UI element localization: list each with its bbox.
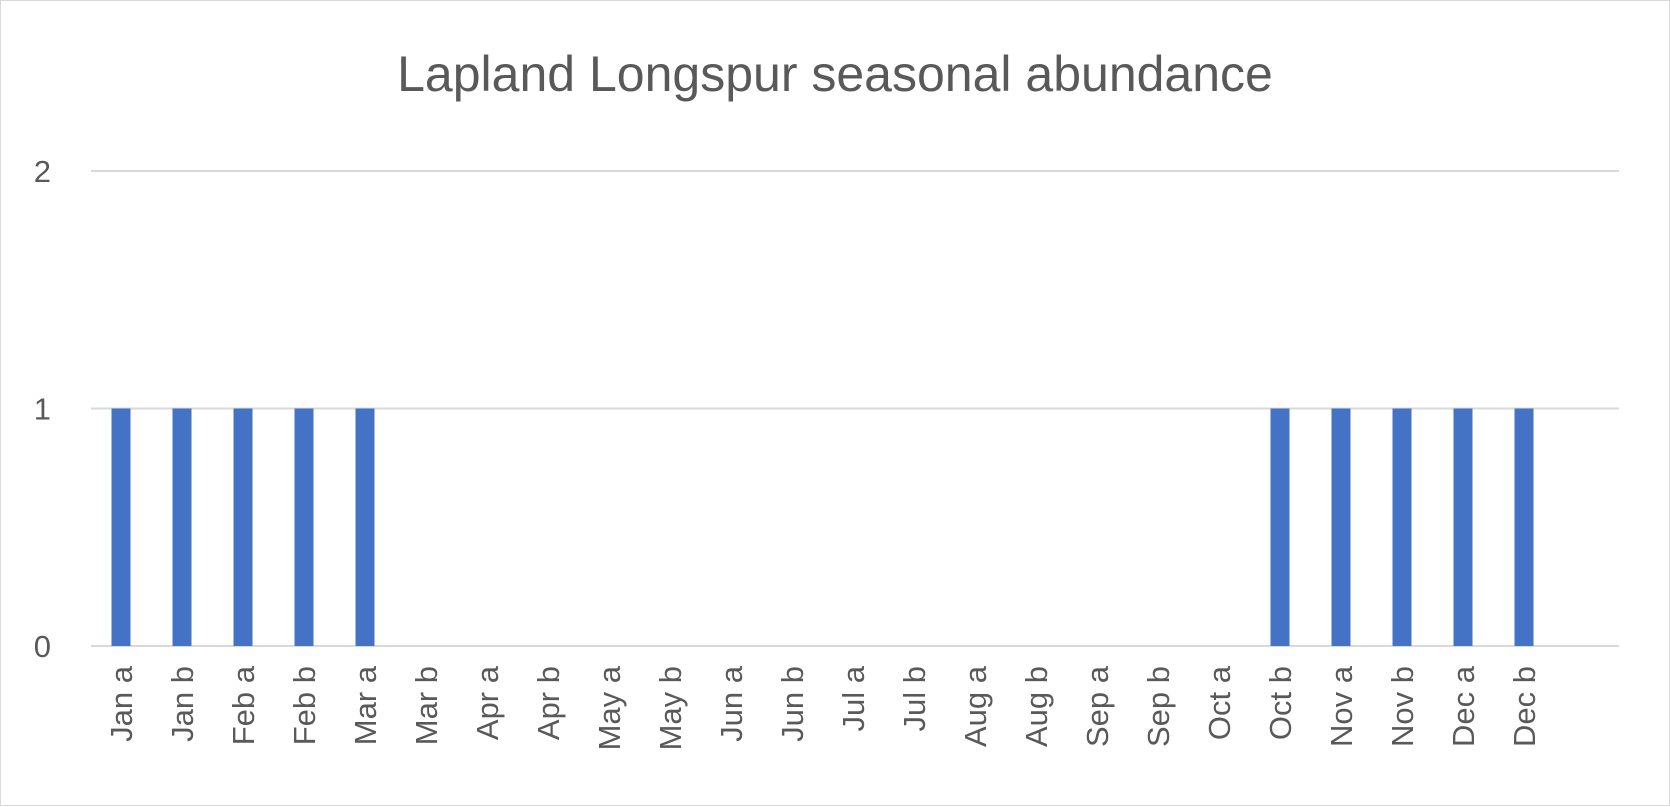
x-tick-label: Sep b — [1141, 666, 1176, 747]
bar-dec-b — [1514, 408, 1534, 646]
x-tick-label: Mar a — [348, 665, 383, 745]
x-tick-label: May b — [653, 666, 688, 750]
x-tick-label: Feb a — [226, 665, 261, 745]
x-tick-label: Sep a — [1080, 665, 1115, 747]
bar-nov-b — [1392, 408, 1412, 646]
x-tick-label: Feb b — [287, 666, 322, 745]
x-axis-ticks: Jan a Jan b Feb a Feb b Mar a Mar b Apr a Apr b… — [104, 665, 1542, 750]
bar-feb-b — [294, 408, 314, 646]
x-tick-label: Apr a — [470, 665, 505, 740]
x-tick-label: Jan a — [104, 665, 139, 742]
x-tick-label: Dec a — [1446, 665, 1481, 747]
bar-mar-a — [355, 408, 375, 646]
y-tick-label: 0 — [34, 629, 51, 664]
bar-feb-a — [233, 408, 253, 646]
x-tick-label: Jun b — [775, 666, 810, 742]
x-tick-label: Nov a — [1324, 665, 1359, 747]
x-tick-label: Jun a — [714, 665, 749, 742]
bar-nov-a — [1331, 408, 1351, 646]
y-tick-label: 2 — [34, 154, 51, 189]
gridlines — [91, 170, 1619, 647]
x-tick-label: Dec b — [1507, 666, 1542, 747]
bar-jan-b — [172, 408, 192, 646]
x-tick-label: May a — [592, 665, 627, 750]
x-tick-label: Jul b — [897, 666, 932, 731]
x-tick-label: Jul a — [836, 665, 871, 731]
x-tick-label: Oct a — [1202, 665, 1237, 740]
x-tick-label: Nov b — [1385, 666, 1420, 747]
bars — [111, 408, 1534, 646]
y-axis-ticks: 0 1 2 — [34, 154, 51, 664]
x-tick-label: Aug b — [1019, 666, 1054, 747]
bar-oct-b — [1270, 408, 1290, 646]
x-tick-label: Jan b — [165, 666, 200, 742]
bar-dec-a — [1453, 408, 1473, 646]
y-tick-label: 1 — [34, 392, 51, 427]
x-tick-label: Aug a — [958, 665, 993, 747]
x-tick-label: Apr b — [531, 666, 566, 740]
x-tick-label: Mar b — [409, 666, 444, 745]
x-tick-label: Oct b — [1263, 666, 1298, 740]
chart-title: Lapland Longspur seasonal abundance — [397, 46, 1273, 102]
bar-jan-a — [111, 408, 131, 646]
